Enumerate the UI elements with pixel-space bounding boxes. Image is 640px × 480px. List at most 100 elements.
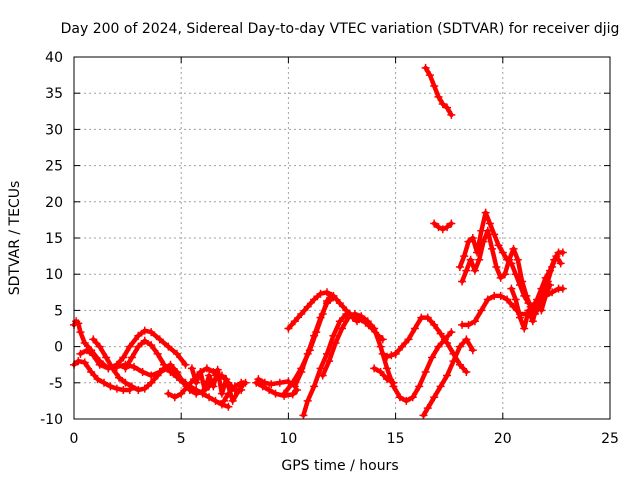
data-point	[183, 382, 192, 391]
data-point	[558, 248, 567, 257]
data-point	[524, 306, 533, 315]
data-point	[395, 393, 404, 402]
data-point	[140, 384, 149, 393]
x-tick-label: 10	[279, 431, 297, 447]
data-point	[443, 338, 452, 347]
data-point	[556, 259, 565, 268]
data-point	[357, 312, 366, 321]
y-tick-label: 10	[45, 267, 63, 283]
data-point	[483, 295, 492, 304]
data-point	[500, 270, 509, 279]
data-point	[209, 382, 218, 391]
series-arc-21	[430, 219, 456, 234]
data-point	[160, 360, 169, 369]
data-point	[436, 329, 445, 338]
data-point	[475, 255, 484, 264]
series-arc-25	[507, 281, 554, 333]
data-point	[430, 393, 439, 402]
data-point	[494, 241, 503, 250]
data-point	[518, 277, 527, 286]
data-point	[316, 364, 325, 373]
data-point	[310, 295, 319, 304]
data-point	[470, 317, 479, 326]
data-point	[80, 338, 89, 347]
data-point	[338, 324, 346, 333]
data-point	[222, 375, 231, 384]
data-point	[172, 349, 181, 358]
series-trace	[509, 282, 553, 331]
data-point	[391, 349, 400, 358]
data-point	[548, 262, 557, 271]
data-point	[329, 293, 338, 302]
data-point	[350, 310, 359, 319]
grid-lines	[74, 57, 610, 419]
data-point	[443, 103, 452, 112]
data-point	[447, 219, 456, 228]
data-point	[76, 349, 85, 358]
data-point	[376, 367, 385, 376]
data-point	[438, 225, 447, 234]
data-point	[202, 364, 211, 373]
x-tick-label: 0	[70, 431, 79, 447]
series-arc-5	[121, 336, 233, 411]
data-point	[299, 411, 308, 420]
data-point	[335, 299, 344, 308]
x-tick-label: 15	[387, 431, 405, 447]
data-point	[147, 378, 156, 387]
data-point	[389, 378, 398, 387]
data-point	[138, 367, 147, 376]
data-point	[310, 382, 319, 391]
data-point	[404, 335, 413, 344]
data-point	[235, 386, 244, 395]
data-point	[353, 317, 362, 326]
data-point	[383, 364, 392, 373]
data-point	[423, 404, 432, 413]
x-tick-label: 20	[494, 431, 512, 447]
series-arc-10	[254, 375, 293, 389]
data-point	[280, 389, 289, 398]
data-point	[425, 71, 434, 80]
data-point	[505, 255, 514, 264]
data-point	[93, 375, 102, 384]
data-point	[468, 234, 477, 242]
data-point	[558, 284, 567, 293]
data-point	[89, 335, 98, 344]
data-point	[230, 382, 239, 391]
data-point	[284, 324, 293, 333]
data-point	[125, 342, 134, 351]
data-point	[483, 226, 492, 235]
data-point	[155, 335, 164, 344]
data-point	[181, 360, 190, 369]
series-trace	[371, 366, 396, 386]
data-point	[335, 317, 344, 326]
data-point	[363, 317, 372, 326]
data-point	[164, 342, 173, 351]
x-tick-label: 5	[177, 431, 186, 447]
data-point	[322, 299, 331, 308]
data-point	[316, 313, 325, 322]
data-point	[449, 357, 458, 366]
data-point	[82, 346, 91, 355]
series-trace	[421, 337, 476, 418]
data-point	[187, 364, 196, 373]
data-point	[224, 389, 233, 398]
y-tick-label: -5	[49, 376, 63, 392]
data-point	[134, 342, 143, 351]
data-point	[322, 288, 331, 297]
data-point	[95, 342, 104, 351]
y-tick-label: 40	[45, 50, 63, 66]
data-point	[434, 342, 443, 351]
data-point	[470, 266, 479, 275]
data-point	[95, 360, 104, 369]
data-point	[511, 270, 520, 279]
data-point	[224, 402, 233, 411]
data-point	[528, 317, 537, 326]
data-point	[153, 349, 162, 358]
data-point	[383, 352, 392, 361]
data-point	[455, 342, 464, 351]
data-point	[513, 255, 522, 264]
data-point	[415, 382, 424, 391]
data-point	[488, 244, 497, 253]
data-point	[496, 273, 505, 282]
data-point	[460, 252, 469, 261]
